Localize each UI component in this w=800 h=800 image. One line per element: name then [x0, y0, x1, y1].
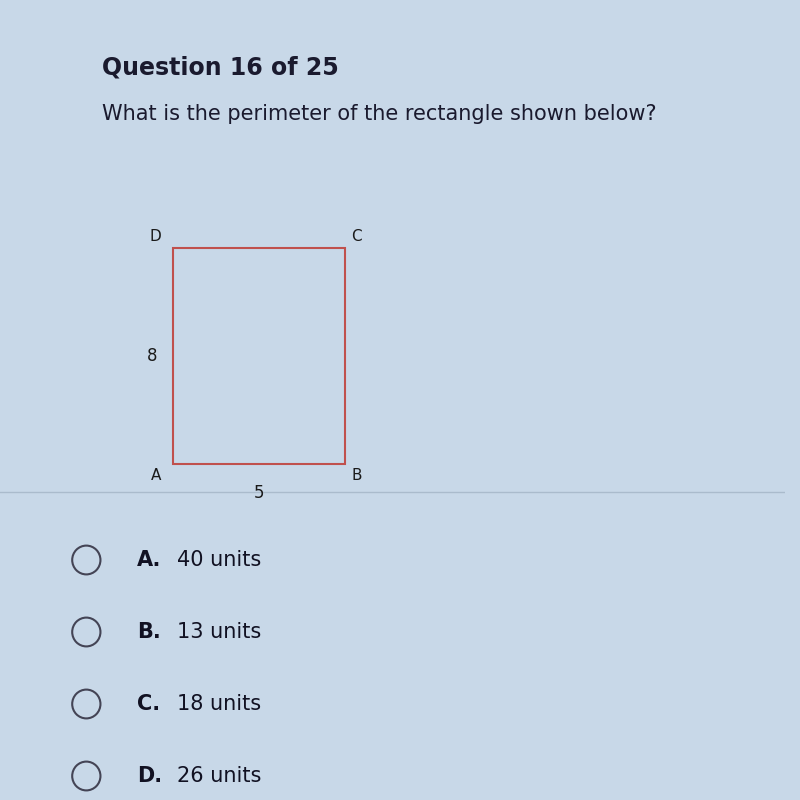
Text: D.: D.	[138, 766, 162, 786]
Text: A: A	[150, 468, 161, 483]
Text: 40 units: 40 units	[177, 550, 261, 570]
Text: A.: A.	[138, 550, 162, 570]
Text: C: C	[351, 229, 362, 244]
Text: 5: 5	[254, 484, 264, 502]
Text: B.: B.	[138, 622, 161, 642]
Text: B: B	[351, 468, 362, 483]
Text: 26 units: 26 units	[177, 766, 261, 786]
Text: What is the perimeter of the rectangle shown below?: What is the perimeter of the rectangle s…	[102, 104, 657, 124]
Text: D: D	[149, 229, 161, 244]
Text: Question 16 of 25: Question 16 of 25	[102, 56, 338, 80]
Bar	[173, 248, 346, 464]
Text: 8: 8	[146, 347, 157, 365]
Text: 13 units: 13 units	[177, 622, 261, 642]
Text: 18 units: 18 units	[177, 694, 261, 714]
Text: C.: C.	[138, 694, 161, 714]
